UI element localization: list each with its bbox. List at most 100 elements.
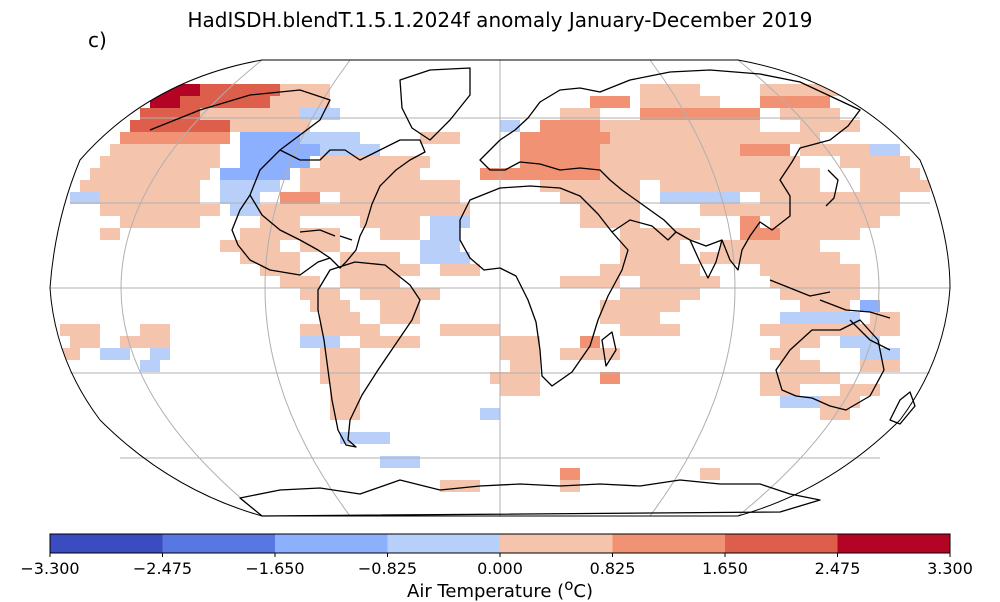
anomaly-cell — [340, 432, 390, 444]
anomaly-cell — [580, 216, 640, 228]
anomaly-cell — [280, 276, 320, 288]
anomaly-cell — [870, 144, 900, 156]
anomaly-cell — [640, 108, 760, 120]
anomaly-cell — [780, 360, 820, 372]
anomaly-cell — [100, 228, 120, 240]
anomaly-cell — [360, 288, 440, 300]
anomaly-cell — [740, 144, 790, 156]
anomaly-cell — [420, 240, 460, 252]
colorbar-bin — [500, 534, 613, 553]
anomaly-cell — [800, 144, 870, 156]
colorbar-tick-label: −2.475 — [132, 559, 193, 578]
anomaly-cell — [90, 168, 210, 180]
colorbar-bin — [612, 534, 726, 553]
anomaly-cell — [560, 192, 640, 204]
anomaly-cell — [320, 360, 360, 372]
anomaly-cell — [860, 180, 930, 192]
anomaly-cell — [860, 360, 900, 372]
anomaly-cell — [150, 348, 170, 360]
anomaly-cell — [200, 84, 280, 96]
anomaly-cell — [500, 336, 540, 348]
anomaly-cell — [420, 252, 470, 264]
anomaly-cell — [440, 264, 480, 276]
anomaly-cell — [60, 324, 100, 336]
anomaly-cell — [490, 372, 540, 384]
anomaly-cell — [150, 96, 180, 108]
anomaly-cell — [380, 228, 420, 240]
anomaly-cell — [620, 240, 680, 252]
anomaly-cell — [600, 312, 660, 324]
anomaly-cell — [140, 324, 170, 336]
anomaly-cell — [500, 120, 520, 132]
anomaly-cell — [70, 192, 100, 204]
anomaly-cell — [280, 192, 320, 204]
colorbar-bin — [837, 534, 951, 553]
colorbar-bin — [275, 534, 388, 553]
anomaly-cell — [560, 468, 580, 480]
anomaly-cell — [600, 156, 800, 168]
anomaly-cell — [300, 168, 420, 180]
anomaly-cell — [220, 168, 290, 180]
colorbar-tick-label: −3.300 — [20, 559, 80, 578]
anomaly-cell — [340, 276, 400, 288]
anomaly-cell — [580, 336, 600, 348]
anomaly-cell — [300, 240, 340, 252]
anomaly-grid-cells — [60, 84, 930, 492]
figure-title: HadISDH.blendT.1.5.1.2024f anomaly Janua… — [187, 8, 813, 32]
anomaly-cell — [320, 348, 360, 360]
anomaly-cell — [540, 180, 640, 192]
anomaly-cell — [260, 216, 300, 228]
anomaly-cell — [230, 204, 260, 216]
anomaly-cell — [240, 252, 300, 264]
anomaly-cell — [720, 240, 820, 252]
anomaly-cell — [760, 96, 830, 108]
anomaly-cell — [300, 288, 340, 300]
colorbar-tick-label: −0.825 — [357, 559, 418, 578]
anomaly-cell — [400, 456, 420, 468]
anomaly-cell — [220, 240, 280, 252]
anomaly-cell — [600, 168, 820, 180]
anomaly-cell — [110, 144, 220, 156]
anomaly-cell — [820, 396, 860, 408]
anomaly-cell — [770, 216, 880, 228]
globe-outline — [49, 59, 951, 517]
anomaly-cell — [520, 156, 600, 168]
colorbar-bins — [50, 534, 951, 553]
anomaly-cell — [520, 132, 610, 144]
anomaly-cell — [610, 132, 820, 144]
anomaly-cell — [860, 300, 880, 312]
coastlines — [149, 67, 916, 517]
anomaly-cell — [260, 204, 470, 216]
anomaly-cell — [330, 384, 360, 396]
anomaly-cell — [820, 408, 850, 420]
anomaly-cell — [500, 384, 540, 396]
anomaly-cell — [230, 120, 310, 132]
anomaly-cell — [600, 264, 700, 276]
anomaly-cell — [520, 144, 600, 156]
anomaly-cell — [780, 396, 820, 408]
colorbar-ticks — [49, 553, 951, 557]
anomaly-cell — [560, 108, 600, 120]
anomaly-cell — [620, 228, 700, 240]
anomaly-cell — [340, 252, 400, 264]
anomaly-cell — [620, 288, 700, 300]
anomaly-cell — [340, 192, 460, 204]
anomaly-cell — [280, 84, 330, 96]
anomaly-cell — [300, 324, 380, 336]
anomaly-cell — [310, 300, 350, 312]
anomaly-cell — [580, 204, 640, 216]
map — [49, 59, 951, 517]
anomaly-cell — [510, 360, 540, 372]
anomaly-cell — [140, 108, 200, 120]
anomaly-cell — [760, 264, 860, 276]
colorbar-bin — [725, 534, 838, 553]
anomaly-cell — [360, 336, 420, 348]
anomaly-cell — [320, 312, 360, 324]
colorbar-label: Air Temperature (oC) — [407, 576, 593, 602]
anomaly-cell — [500, 348, 540, 360]
anomaly-cell — [100, 192, 200, 204]
anomaly-cell — [100, 348, 130, 360]
anomaly-cell — [840, 384, 880, 396]
anomaly-cell — [590, 96, 630, 108]
